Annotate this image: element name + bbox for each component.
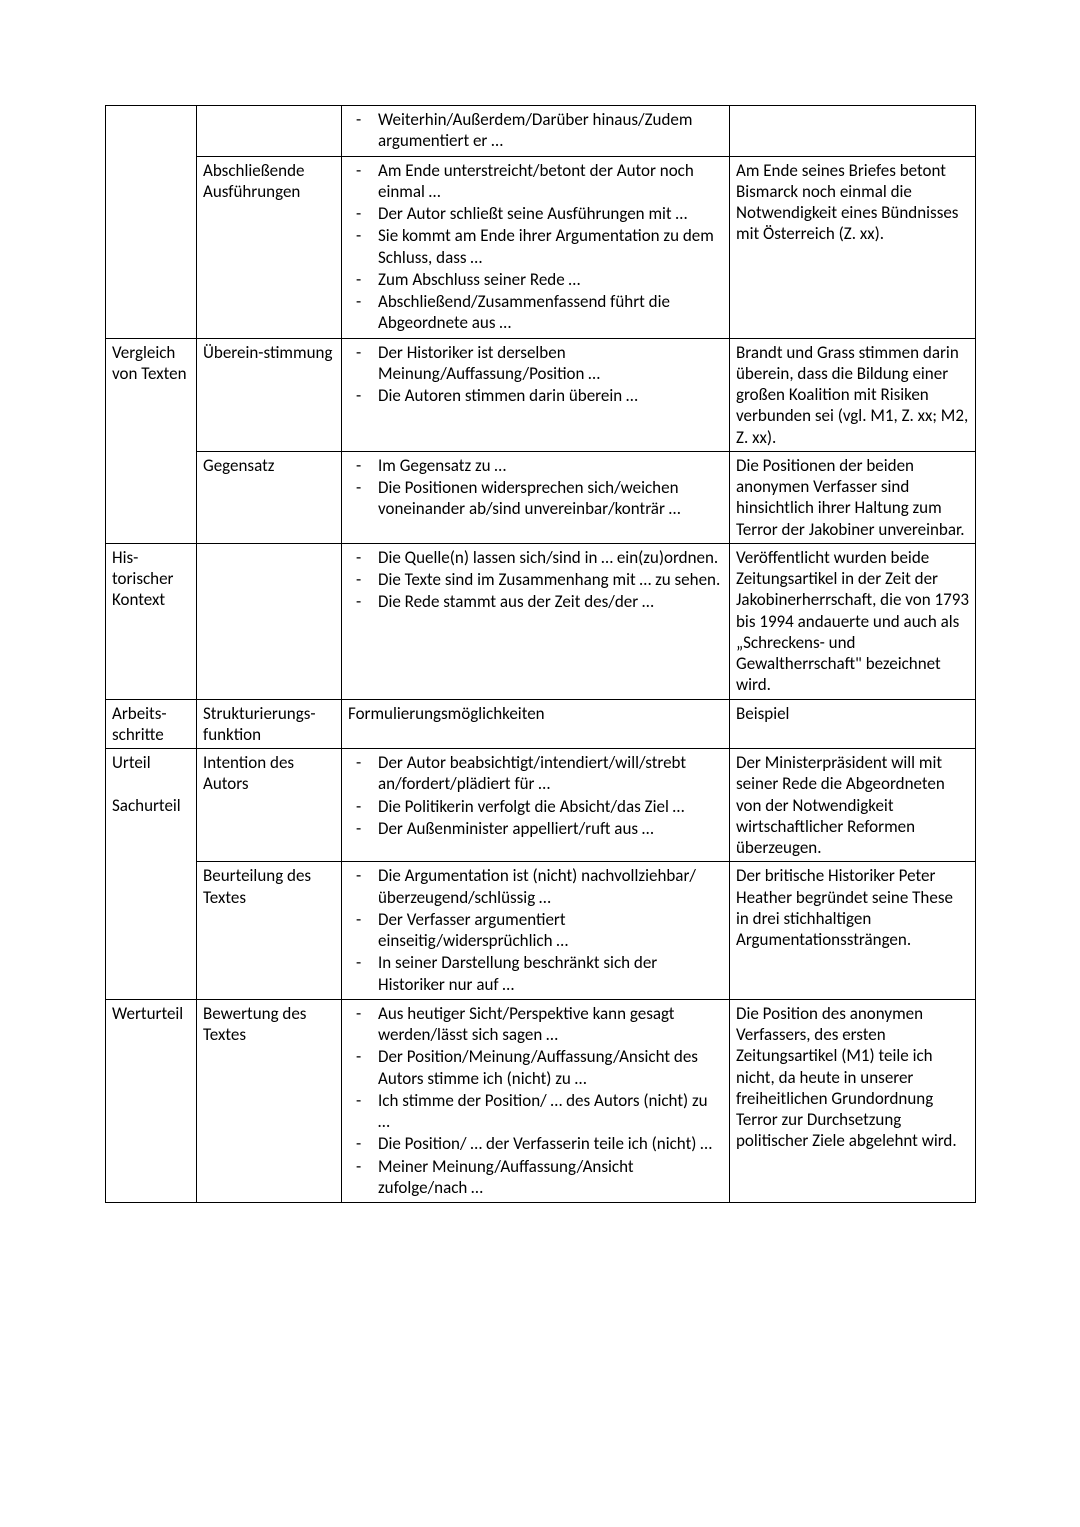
list-item: Der Verfasser argumentiert einseitig/wid… (348, 909, 723, 952)
bullet-list: Weiterhin/Außerdem/Darüber hinaus/Zudem … (348, 109, 723, 152)
cell-beispiel: Der Ministerpräsident will mit seiner Re… (730, 749, 976, 862)
bullet-list: Aus heutiger Sicht/Perspektive kann gesa… (348, 1003, 723, 1198)
table-row: Abschließende Ausführungen Am Ende unter… (106, 156, 976, 338)
list-item: Der Autor schließt seine Ausführungen mi… (348, 203, 723, 224)
list-item: Die Positionen widersprechen sich/weiche… (348, 477, 723, 520)
bullet-list: Im Gegensatz zu … Die Positionen widersp… (348, 455, 723, 520)
cell-strukturierung: Beurteilung des Textes (197, 862, 342, 1000)
bullet-list: Die Argumentation ist (nicht) nachvollzi… (348, 865, 723, 995)
cell-beispiel: Veröffentlicht wurden beide Zeitungsarti… (730, 543, 976, 699)
cell-arbeitsschritt (106, 106, 197, 339)
table-row: Weiterhin/Außerdem/Darüber hinaus/Zudem … (106, 106, 976, 157)
header-cell: Formulierungsmöglichkeiten (342, 699, 730, 749)
list-item: Der Historiker ist derselben Meinung/Auf… (348, 342, 723, 385)
list-item: Die Texte sind im Zusammenhang mit … zu … (348, 569, 723, 590)
list-item: Die Quelle(n) lassen sich/sind in … ein(… (348, 547, 723, 568)
cell-formulierungen: Die Argumentation ist (nicht) nachvollzi… (342, 862, 730, 1000)
cell-formulierungen: Der Autor beabsichtigt/intendiert/will/s… (342, 749, 730, 862)
cell-formulierungen: Im Gegensatz zu … Die Positionen widersp… (342, 451, 730, 543)
list-item: Ich stimme der Position/ … des Autors (n… (348, 1090, 723, 1133)
table-row: Gegensatz Im Gegensatz zu … Die Position… (106, 451, 976, 543)
bullet-list: Die Quelle(n) lassen sich/sind in … ein(… (348, 547, 723, 613)
list-item: Die Rede stammt aus der Zeit des/der … (348, 591, 723, 612)
list-item: Der Position/Meinung/Auffassung/Ansicht … (348, 1046, 723, 1089)
list-item: Am Ende unterstreicht/betont der Autor n… (348, 160, 723, 203)
table-row: Vergleich von Texten Überein-stimmung De… (106, 338, 976, 451)
cell-strukturierung: Abschließende Ausführungen (197, 156, 342, 338)
list-item: Die Argumentation ist (nicht) nachvollzi… (348, 865, 723, 908)
list-item: Abschließend/Zusammenfassend führt die A… (348, 291, 723, 334)
formulation-table: Weiterhin/Außerdem/Darüber hinaus/Zudem … (105, 105, 976, 1203)
cell-formulierungen: Weiterhin/Außerdem/Darüber hinaus/Zudem … (342, 106, 730, 157)
list-item: Im Gegensatz zu … (348, 455, 723, 476)
list-item: In seiner Darstellung beschränkt sich de… (348, 952, 723, 995)
list-item: Meiner Meinung/Auffassung/Ansicht zufolg… (348, 1156, 723, 1199)
cell-beispiel: Der britische Historiker Peter Heather b… (730, 862, 976, 1000)
cell-formulierungen: Die Quelle(n) lassen sich/sind in … ein(… (342, 543, 730, 699)
cell-beispiel: Die Position des anonymen Verfassers, de… (730, 999, 976, 1202)
bullet-list: Am Ende unterstreicht/betont der Autor n… (348, 160, 723, 334)
cell-beispiel: Brandt und Grass stimmen darin überein, … (730, 338, 976, 451)
header-cell: Arbeits-schritte (106, 699, 197, 749)
list-item: Die Position/ … der Verfasserin teile ic… (348, 1133, 723, 1154)
list-item: Der Autor beabsichtigt/intendiert/will/s… (348, 752, 723, 795)
list-item: Der Außenminister appelliert/ruft aus … (348, 818, 723, 839)
table-row: Werturteil Bewertung des Textes Aus heut… (106, 999, 976, 1202)
cell-beispiel (730, 106, 976, 157)
list-item: Zum Abschluss seiner Rede … (348, 269, 723, 290)
cell-strukturierung: Überein-stimmung (197, 338, 342, 451)
cell-formulierungen: Aus heutiger Sicht/Perspektive kann gesa… (342, 999, 730, 1202)
list-item: Die Autoren stimmen darin überein … (348, 385, 723, 406)
header-cell: Strukturierungs-funktion (197, 699, 342, 749)
table-row: Beurteilung des Textes Die Argumentation… (106, 862, 976, 1000)
cell-strukturierung (197, 106, 342, 157)
cell-beispiel: Die Positionen der beiden anonymen Verfa… (730, 451, 976, 543)
header-cell: Beispiel (730, 699, 976, 749)
table-row: His-torischer Kontext Die Quelle(n) lass… (106, 543, 976, 699)
bullet-list: Der Autor beabsichtigt/intendiert/will/s… (348, 752, 723, 839)
document-page: Weiterhin/Außerdem/Darüber hinaus/Zudem … (0, 0, 1080, 1527)
cell-strukturierung: Intention des Autors (197, 749, 342, 862)
list-item: Die Politikerin verfolgt die Absicht/das… (348, 796, 723, 817)
cell-strukturierung (197, 543, 342, 699)
cell-arbeitsschritt: His-torischer Kontext (106, 543, 197, 699)
list-item: Sie kommt am Ende ihrer Argumentation zu… (348, 225, 723, 268)
cell-strukturierung: Bewertung des Textes (197, 999, 342, 1202)
cell-arbeitsschritt: Werturteil (106, 999, 197, 1202)
cell-arbeitsschritt: Urteil Sachurteil (106, 749, 197, 1000)
list-item: Weiterhin/Außerdem/Darüber hinaus/Zudem … (348, 109, 723, 152)
cell-beispiel: Am Ende seines Briefes betont Bismarck n… (730, 156, 976, 338)
table-row: Urteil Sachurteil Intention des Autors D… (106, 749, 976, 862)
cell-formulierungen: Am Ende unterstreicht/betont der Autor n… (342, 156, 730, 338)
list-item: Aus heutiger Sicht/Perspektive kann gesa… (348, 1003, 723, 1046)
cell-arbeitsschritt: Vergleich von Texten (106, 338, 197, 543)
cell-formulierungen: Der Historiker ist derselben Meinung/Auf… (342, 338, 730, 451)
bullet-list: Der Historiker ist derselben Meinung/Auf… (348, 342, 723, 407)
table-header-row: Arbeits-schritte Strukturierungs-funktio… (106, 699, 976, 749)
cell-strukturierung: Gegensatz (197, 451, 342, 543)
